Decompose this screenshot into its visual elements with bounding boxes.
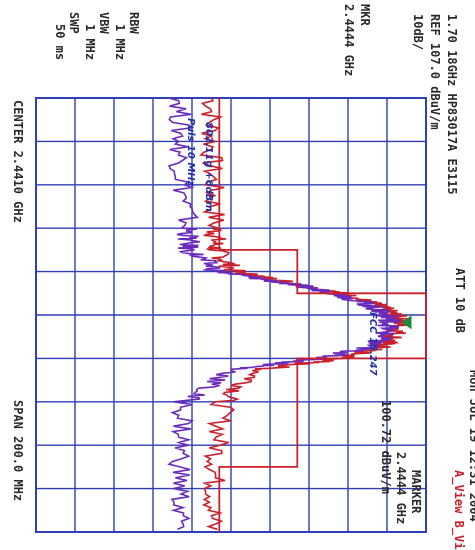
header-range: 1.70 18GHz HP83017A E3115 [445,14,459,195]
marker-value: 2.4444 GHz [342,4,356,76]
rbw-label: RBW [127,12,141,34]
red-trace-label: 802.11g +6dBm [203,122,214,212]
marker-label: MKR [358,4,372,26]
vbw-label: VBW [97,12,111,34]
vbw-value: 1 MHz [83,24,97,60]
trace-a-view [199,97,411,531]
trace-limit [218,98,427,532]
rbw-value: 1 MHz [113,24,127,60]
swp-value: 50 ms [53,24,67,60]
header-ref: REF 107.0 dBuV/m [428,14,442,130]
marker-layer [401,315,412,330]
swp-label: SWP [67,12,81,34]
date-time: Mon JUL 19 12:31 2004 [467,370,475,522]
header-scale: 10dB/ [411,14,425,50]
center-frequency: CENTER 2.4410 GHz [11,100,25,223]
trace-layer [167,97,427,532]
graticule [35,97,427,533]
marker-triangle [401,315,412,330]
trace-b-view [167,97,400,531]
marker-box-level: 100.72 dBuV/m [379,400,393,494]
span-frequency: SPAN 200.0 MHz [11,400,25,501]
marker-box-title: MARKER [409,470,423,514]
marker-box-freq: 2.4444 GHz [394,452,408,524]
attenuation: ATT 10 dB [453,268,467,333]
trace-legend: A_View B_View [451,470,466,550]
limit-label: FCC 15.247 [367,312,378,376]
purple-trace-label: Puls 10 MHz [185,118,196,187]
